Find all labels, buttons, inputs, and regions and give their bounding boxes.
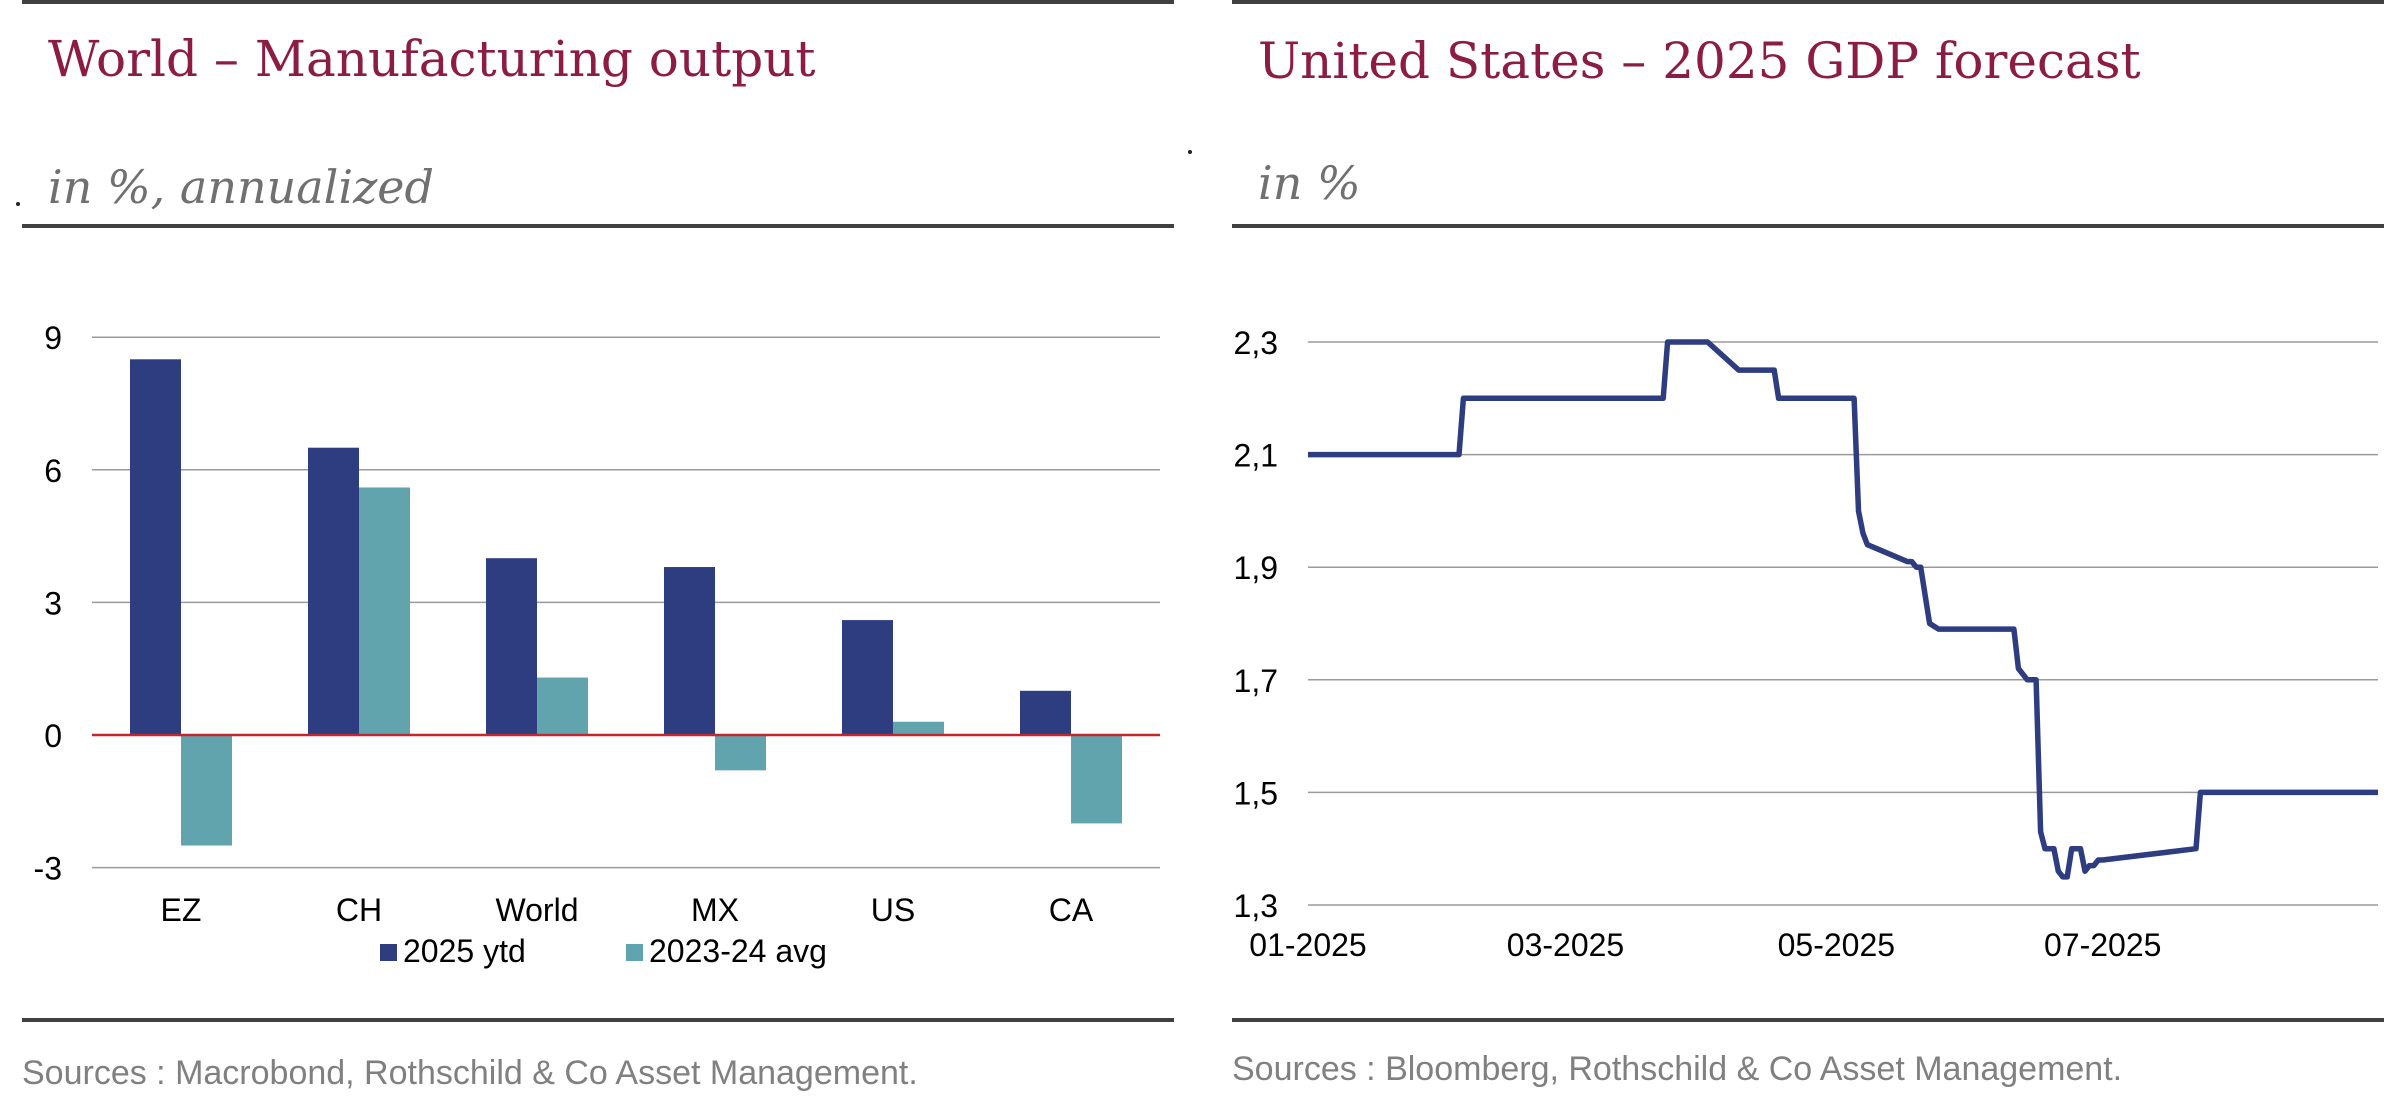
legend-label: 2023-24 avg bbox=[649, 933, 827, 969]
y-tick-label: 2,3 bbox=[1234, 325, 1278, 361]
gdp-forecast-panel: United States – 2025 GDP forecast in % 2… bbox=[1188, 0, 2384, 1116]
bar-ytd bbox=[130, 359, 181, 735]
bar-avg bbox=[893, 721, 944, 735]
bar-ytd bbox=[308, 447, 359, 735]
bar-avg bbox=[537, 677, 588, 735]
stray-dot bbox=[1188, 150, 1192, 154]
chart-subtitle: in %, annualized bbox=[48, 160, 434, 214]
chart-title: United States – 2025 GDP forecast bbox=[1258, 32, 2141, 90]
bar-ytd bbox=[486, 558, 537, 735]
legend-swatch bbox=[626, 944, 643, 961]
manufacturing-output-panel: World – Manufacturing output in %, annua… bbox=[16, 0, 1174, 1116]
x-tick-label: US bbox=[871, 892, 915, 928]
y-tick-label: 6 bbox=[44, 453, 62, 489]
bar-avg bbox=[715, 735, 766, 771]
top-rule bbox=[1232, 0, 2384, 4]
header-rule bbox=[1232, 224, 2384, 228]
footer-rule bbox=[1232, 1018, 2384, 1022]
footer-rule bbox=[22, 1018, 1174, 1022]
y-tick-label: 1,5 bbox=[1234, 775, 1278, 811]
bar-avg bbox=[181, 735, 232, 846]
stray-dot bbox=[16, 202, 20, 206]
bar-avg bbox=[359, 487, 410, 735]
y-tick-label: 9 bbox=[44, 320, 62, 356]
top-rule bbox=[22, 0, 1174, 4]
x-tick-label: CH bbox=[336, 892, 382, 928]
x-tick-label: 05-2025 bbox=[1778, 927, 1895, 963]
x-tick-label: World bbox=[496, 892, 579, 928]
y-tick-label: 2,1 bbox=[1234, 438, 1278, 474]
bar-chart: 9 6 3 0 -3 EZ CH World MX US CA 2025 ytd 2023-24 avg bbox=[34, 320, 1160, 969]
y-tick-label: 1,9 bbox=[1234, 550, 1278, 586]
y-tick-label: 1,7 bbox=[1234, 663, 1278, 699]
chart-subtitle: in % bbox=[1258, 156, 1361, 210]
y-tick-label: 1,3 bbox=[1234, 888, 1278, 924]
chart-title: World – Manufacturing output bbox=[48, 30, 816, 88]
x-tick-label: 03-2025 bbox=[1507, 927, 1624, 963]
x-tick-label: CA bbox=[1049, 892, 1094, 928]
series-line bbox=[1308, 339, 2378, 880]
bar-ytd bbox=[664, 567, 715, 735]
y-tick-label: 3 bbox=[44, 585, 62, 621]
x-tick-label: 07-2025 bbox=[2044, 927, 2161, 963]
bar-ytd bbox=[842, 620, 893, 735]
header-rule bbox=[22, 224, 1174, 228]
y-tick-label: -3 bbox=[34, 851, 62, 887]
source-note: Sources : Macrobond, Rothschild & Co Ass… bbox=[22, 1054, 918, 1092]
legend-swatch bbox=[380, 944, 397, 961]
line-chart: 2,3 2,1 1,9 1,7 1,5 1,301-2025 03-2025 05-2025 0… bbox=[1234, 325, 2378, 963]
source-note: Sources : Bloomberg, Rothschild & Co Ass… bbox=[1232, 1050, 2123, 1088]
legend-label: 2025 ytd bbox=[403, 933, 526, 969]
bar-ytd bbox=[1020, 690, 1071, 735]
x-tick-label: 01-2025 bbox=[1249, 927, 1366, 963]
x-tick-label: MX bbox=[691, 892, 739, 928]
y-tick-label: 0 bbox=[44, 718, 62, 754]
x-tick-label: EZ bbox=[161, 892, 202, 928]
bar-avg bbox=[1071, 735, 1122, 824]
